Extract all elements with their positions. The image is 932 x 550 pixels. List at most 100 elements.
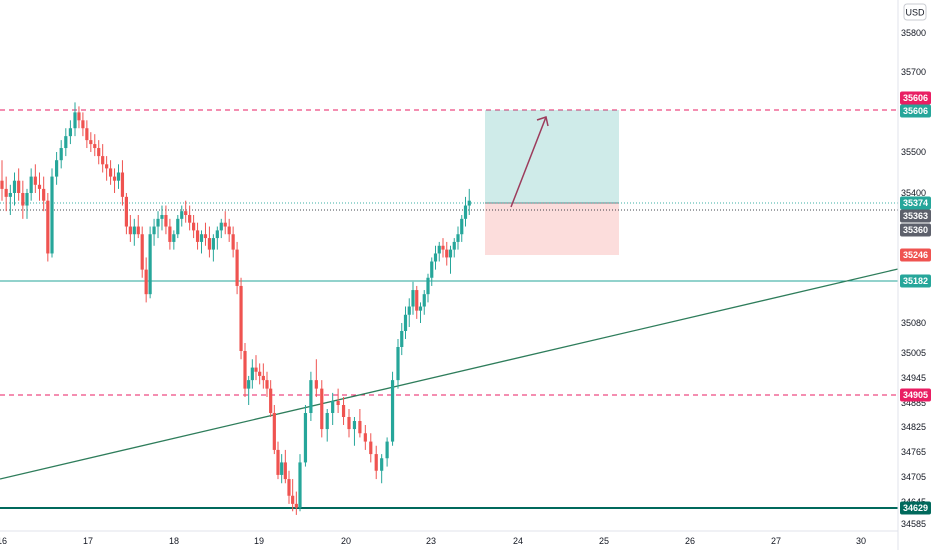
candle[interactable] bbox=[415, 285, 419, 319]
candle[interactable] bbox=[223, 211, 227, 235]
candle[interactable] bbox=[265, 371, 269, 397]
candle[interactable] bbox=[168, 218, 172, 250]
candle[interactable] bbox=[445, 241, 449, 266]
candle[interactable] bbox=[219, 218, 223, 239]
candle[interactable] bbox=[430, 257, 434, 286]
candle[interactable] bbox=[400, 323, 404, 356]
candle[interactable] bbox=[21, 180, 25, 219]
candle[interactable] bbox=[101, 144, 105, 173]
candle[interactable] bbox=[180, 205, 184, 227]
candle[interactable] bbox=[363, 425, 367, 450]
candle[interactable] bbox=[128, 215, 132, 242]
candle[interactable] bbox=[254, 355, 258, 381]
candle[interactable] bbox=[422, 290, 426, 315]
candle[interactable] bbox=[160, 205, 164, 231]
candle[interactable] bbox=[188, 205, 192, 231]
candle[interactable] bbox=[12, 172, 17, 206]
candle[interactable] bbox=[108, 160, 113, 185]
candle[interactable] bbox=[59, 140, 63, 169]
candle[interactable] bbox=[380, 454, 384, 484]
candle[interactable] bbox=[37, 172, 42, 201]
candle[interactable] bbox=[396, 339, 400, 389]
candle[interactable] bbox=[258, 363, 262, 385]
candle[interactable] bbox=[239, 277, 243, 360]
candle[interactable] bbox=[314, 359, 318, 397]
candle[interactable] bbox=[93, 134, 97, 157]
candle[interactable] bbox=[243, 343, 247, 397]
candle[interactable] bbox=[120, 160, 125, 206]
candle[interactable] bbox=[81, 112, 85, 137]
candle[interactable] bbox=[85, 120, 89, 149]
candle[interactable] bbox=[192, 215, 196, 239]
candle[interactable] bbox=[291, 479, 295, 512]
candle[interactable] bbox=[97, 140, 101, 165]
candle[interactable] bbox=[140, 226, 144, 278]
candle[interactable] bbox=[42, 176, 46, 212]
candle[interactable] bbox=[156, 211, 160, 239]
profit-zone[interactable] bbox=[485, 110, 619, 203]
candle[interactable] bbox=[298, 454, 302, 512]
candle[interactable] bbox=[418, 302, 423, 323]
candle[interactable] bbox=[203, 222, 208, 246]
candle[interactable] bbox=[407, 298, 411, 327]
candle[interactable] bbox=[77, 106, 81, 129]
candle[interactable] bbox=[269, 380, 273, 417]
candle[interactable] bbox=[347, 409, 351, 438]
candle[interactable] bbox=[17, 168, 21, 201]
candle[interactable] bbox=[207, 226, 212, 258]
candle[interactable] bbox=[227, 218, 231, 242]
candle[interactable] bbox=[247, 375, 251, 405]
loss-zone[interactable] bbox=[485, 203, 619, 255]
arrow-annotation[interactable] bbox=[510, 116, 547, 208]
candle[interactable] bbox=[287, 470, 291, 504]
candle[interactable] bbox=[46, 193, 50, 262]
candle[interactable] bbox=[283, 449, 287, 484]
candle[interactable] bbox=[250, 359, 254, 389]
candle[interactable] bbox=[280, 454, 284, 484]
candle[interactable] bbox=[116, 164, 121, 189]
candle[interactable] bbox=[460, 215, 464, 242]
candle[interactable] bbox=[50, 168, 54, 258]
candle[interactable] bbox=[0, 160, 4, 201]
candle[interactable] bbox=[331, 392, 335, 425]
candle[interactable] bbox=[144, 257, 148, 303]
candle[interactable] bbox=[124, 193, 128, 235]
candle[interactable] bbox=[68, 120, 72, 145]
candle[interactable] bbox=[369, 433, 373, 463]
candle[interactable] bbox=[33, 164, 37, 193]
candle[interactable] bbox=[276, 441, 280, 480]
candle[interactable] bbox=[211, 234, 215, 262]
candle[interactable] bbox=[433, 245, 438, 270]
candle[interactable] bbox=[199, 230, 204, 254]
candle[interactable] bbox=[448, 245, 453, 274]
candle[interactable] bbox=[184, 200, 188, 223]
time-scale[interactable]: 16 17 18 19 20 23 24 25 26 27 30 bbox=[0, 530, 898, 546]
candle[interactable] bbox=[25, 188, 29, 219]
candle[interactable] bbox=[385, 437, 389, 467]
candle[interactable] bbox=[303, 405, 308, 467]
candle[interactable] bbox=[132, 218, 136, 246]
candle[interactable] bbox=[215, 226, 219, 250]
candle[interactable] bbox=[176, 215, 180, 239]
candle[interactable] bbox=[320, 380, 324, 438]
candle[interactable] bbox=[352, 417, 357, 446]
candle[interactable] bbox=[195, 222, 200, 250]
candle[interactable] bbox=[235, 241, 239, 295]
candle[interactable] bbox=[336, 388, 340, 413]
candle[interactable] bbox=[112, 168, 117, 193]
candle[interactable] bbox=[467, 188, 471, 215]
candle[interactable] bbox=[441, 238, 445, 258]
candle[interactable] bbox=[309, 371, 313, 421]
candle[interactable] bbox=[456, 226, 460, 250]
candle[interactable] bbox=[403, 306, 408, 339]
candle[interactable] bbox=[148, 226, 152, 299]
candle[interactable] bbox=[325, 409, 329, 442]
candle[interactable] bbox=[231, 226, 235, 258]
candle[interactable] bbox=[261, 363, 265, 389]
plot-area[interactable] bbox=[0, 102, 899, 515]
candle[interactable] bbox=[8, 184, 12, 215]
candle[interactable] bbox=[164, 205, 168, 235]
candle[interactable] bbox=[29, 168, 33, 201]
candle[interactable] bbox=[463, 196, 468, 227]
candle[interactable] bbox=[358, 409, 362, 438]
